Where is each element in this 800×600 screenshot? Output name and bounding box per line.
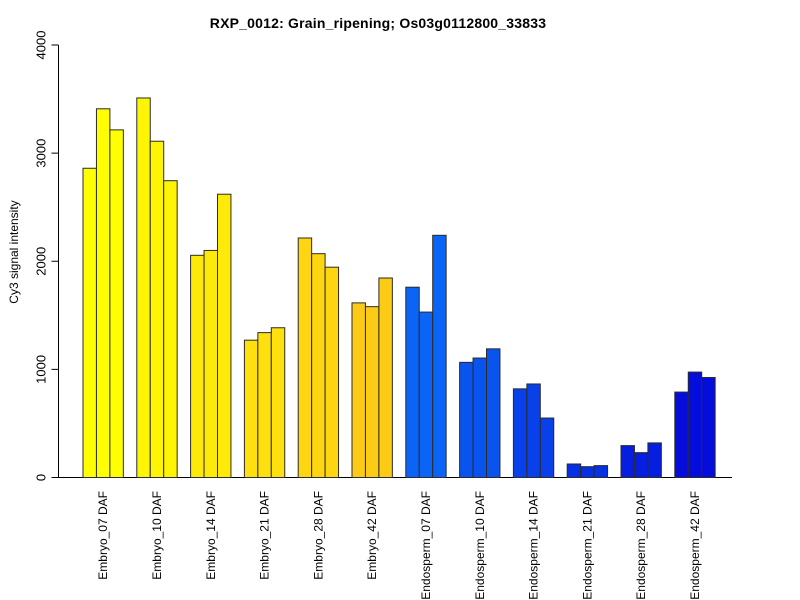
bar xyxy=(432,234,447,478)
bar xyxy=(324,266,340,478)
bar xyxy=(459,361,474,478)
bar xyxy=(486,348,501,478)
y-tick-label: 1000 xyxy=(34,355,49,384)
x-category-label: Embryo_07 DAF xyxy=(96,491,110,580)
x-category-label: Endosperm_10 DAF xyxy=(473,491,487,600)
y-tick-label: 0 xyxy=(34,474,49,481)
x-category-label: Endosperm_14 DAF xyxy=(527,491,541,600)
bar xyxy=(620,445,635,478)
chart-title: RXP_0012: Grain_ripening; Os03g0112800_3… xyxy=(209,15,547,31)
bar xyxy=(364,306,380,478)
bar xyxy=(580,466,595,478)
bar xyxy=(270,327,286,479)
bar xyxy=(701,376,716,478)
bar xyxy=(674,391,689,478)
bar xyxy=(109,129,124,479)
bar xyxy=(243,339,259,478)
bar xyxy=(136,97,151,478)
bar xyxy=(217,193,232,478)
bar xyxy=(539,417,555,478)
y-tick-label: 4000 xyxy=(34,31,49,60)
bar xyxy=(163,180,178,478)
bar xyxy=(593,465,609,479)
x-category-label: Embryo_14 DAF xyxy=(204,491,218,580)
bar xyxy=(82,167,97,478)
bar xyxy=(257,332,272,478)
bar xyxy=(95,108,111,478)
bar xyxy=(311,253,326,478)
x-category-label: Embryo_42 DAF xyxy=(365,491,379,580)
bar xyxy=(687,371,703,478)
bar xyxy=(405,286,420,479)
bar xyxy=(203,249,219,478)
y-axis-label: Cy3 signal intensity xyxy=(7,200,21,304)
x-category-label: Endosperm_28 DAF xyxy=(634,491,648,600)
bar xyxy=(149,140,165,478)
bar xyxy=(647,442,662,478)
y-tick-label: 3000 xyxy=(34,139,49,168)
bar xyxy=(633,452,649,479)
bar xyxy=(351,302,366,478)
x-category-label: Embryo_21 DAF xyxy=(258,491,272,580)
bar xyxy=(526,383,541,478)
x-category-label: Endosperm_42 DAF xyxy=(688,491,702,600)
bar xyxy=(512,388,528,478)
bar xyxy=(190,254,205,478)
bar xyxy=(297,237,313,478)
bar xyxy=(418,311,434,478)
bar xyxy=(378,277,393,478)
bar xyxy=(472,357,487,479)
y-tick-label: 2000 xyxy=(34,247,49,276)
x-category-label: Embryo_10 DAF xyxy=(150,491,164,580)
x-category-label: Embryo_28 DAF xyxy=(311,491,325,580)
x-category-label: Endosperm_07 DAF xyxy=(419,491,433,600)
x-category-label: Endosperm_21 DAF xyxy=(580,491,594,600)
bar xyxy=(566,463,582,478)
